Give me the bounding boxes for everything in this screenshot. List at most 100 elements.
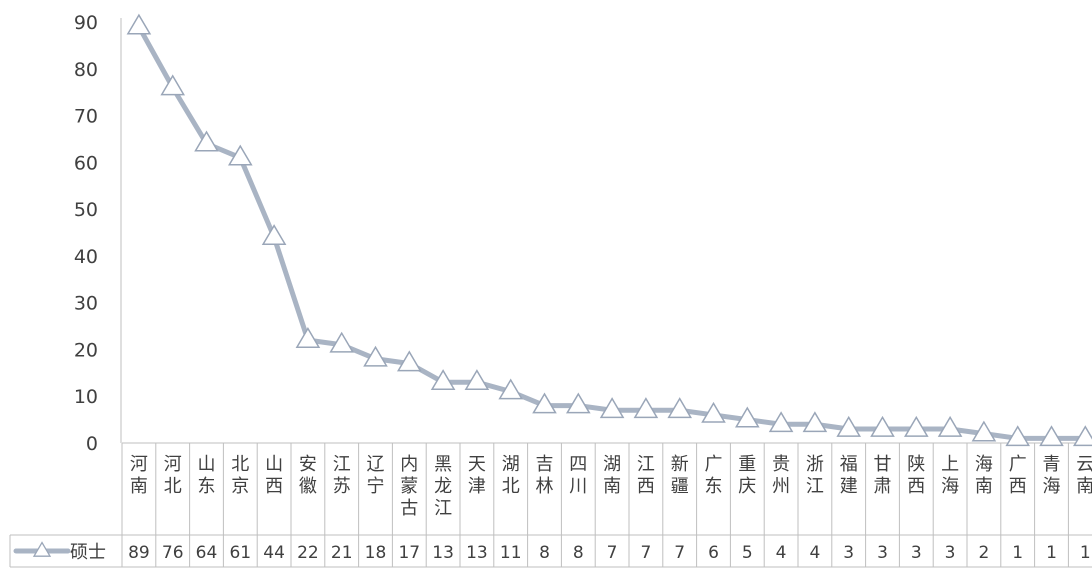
category-label: 广西 — [1009, 454, 1027, 497]
data-value-label: 3 — [911, 543, 922, 563]
data-point-marker — [464, 369, 490, 391]
y-tick-label: 30 — [74, 293, 98, 315]
data-point-marker — [160, 74, 186, 96]
legend-label: 硕士 — [70, 542, 106, 563]
data-value-label: 5 — [742, 543, 753, 563]
y-tick-label: 20 — [74, 339, 98, 361]
category-labels: 河南河北山东北京山西安徽江苏辽宁内蒙古黑龙江天津湖北吉林四川湖南江西新疆广东重庆… — [130, 454, 1092, 519]
category-label: 吉林 — [536, 454, 554, 497]
category-label: 天津 — [468, 454, 486, 497]
data-point-marker — [768, 411, 794, 433]
category-label: 黑龙江 — [434, 454, 452, 519]
data-point-marker — [701, 401, 726, 423]
category-label: 海南 — [975, 454, 993, 497]
data-point-marker — [363, 345, 388, 367]
category-label: 陕西 — [907, 454, 925, 497]
category-label: 云南 — [1076, 454, 1092, 497]
data-value-label: 3 — [945, 543, 956, 563]
data-point-marker — [802, 411, 828, 433]
data-value-label: 18 — [365, 543, 387, 563]
data-point-marker — [937, 415, 963, 437]
data-point-marker — [971, 420, 997, 442]
data-value-label: 8 — [539, 543, 550, 563]
category-label: 河北 — [164, 454, 182, 497]
data-point-marker — [261, 224, 287, 246]
data-point-marker — [126, 13, 152, 35]
data-point-marker — [194, 130, 219, 152]
category-label: 贵州 — [772, 454, 790, 497]
data-value-label: 3 — [843, 543, 854, 563]
data-value-label: 6 — [708, 543, 719, 563]
data-value-label: 76 — [162, 543, 184, 563]
data-value-label: 17 — [398, 543, 420, 563]
data-point-marker — [1072, 425, 1092, 447]
y-axis-ticks: 0 10 20 30 40 50 60 70 80 90 — [74, 12, 98, 455]
y-tick-label: 0 — [86, 433, 98, 455]
category-label: 四川 — [569, 454, 587, 497]
data-point-marker — [667, 397, 693, 419]
data-value-label: 22 — [297, 543, 319, 563]
data-value-label: 1 — [1046, 543, 1057, 563]
data-point-marker — [734, 406, 760, 428]
category-label: 广东 — [705, 454, 723, 497]
data-point-marker — [870, 415, 895, 437]
category-label: 湖南 — [603, 454, 621, 497]
data-value-label: 7 — [640, 543, 651, 563]
category-label: 浙江 — [806, 454, 824, 497]
category-label: 甘肃 — [874, 454, 892, 497]
category-label: 江西 — [637, 454, 655, 497]
series-markers — [126, 13, 1092, 447]
category-label: 湖北 — [502, 454, 520, 497]
category-label: 福建 — [840, 454, 858, 497]
data-value-label: 89 — [128, 543, 150, 563]
data-table-values: 89 76 64 61 44 22 21 18 17 13 13 11 8 8 7 7 7 6 5 4 4 3 3 3 3 2 1 1… — [128, 543, 1091, 563]
data-point-marker — [396, 350, 422, 372]
y-tick-label: 40 — [74, 246, 98, 268]
data-value-label: 13 — [432, 543, 454, 563]
y-tick-label: 80 — [74, 59, 98, 81]
data-point-marker — [430, 369, 456, 391]
category-label: 江苏 — [333, 454, 351, 497]
category-label: 山西 — [265, 454, 283, 497]
data-value-label: 1 — [1012, 543, 1023, 563]
data-value-label: 61 — [229, 543, 251, 563]
y-tick-label: 10 — [74, 386, 98, 408]
data-value-label: 4 — [776, 543, 787, 563]
category-label: 河南 — [130, 454, 148, 497]
data-point-marker — [599, 397, 625, 419]
data-point-marker — [329, 331, 355, 353]
data-value-label: 3 — [877, 543, 888, 563]
data-value-label: 4 — [809, 543, 820, 563]
data-point-marker — [1039, 425, 1064, 447]
data-point-marker — [633, 397, 659, 419]
category-label: 辽宁 — [367, 454, 385, 497]
category-label: 重庆 — [738, 454, 756, 497]
y-tick-label: 90 — [74, 12, 98, 34]
data-value-label: 8 — [573, 543, 584, 563]
data-point-marker — [227, 144, 253, 166]
data-point-marker — [532, 392, 557, 414]
data-point-marker — [498, 378, 524, 400]
data-point-marker — [836, 415, 862, 437]
category-label: 安徽 — [299, 454, 317, 497]
data-value-label: 7 — [607, 543, 618, 563]
category-label: 青海 — [1043, 454, 1061, 497]
category-label: 新疆 — [671, 454, 689, 497]
data-value-label: 13 — [466, 543, 488, 563]
data-point-marker — [903, 415, 929, 437]
y-tick-label: 60 — [74, 152, 98, 174]
category-label: 内蒙古 — [400, 454, 418, 519]
series-line — [136, 24, 1088, 441]
data-point-marker — [295, 327, 321, 348]
data-point-marker — [1005, 425, 1031, 447]
data-value-label: 1 — [1080, 543, 1091, 563]
data-value-label: 2 — [978, 543, 989, 563]
y-tick-label: 50 — [74, 199, 98, 221]
data-value-label: 21 — [331, 543, 353, 563]
y-tick-label: 70 — [74, 106, 98, 128]
data-table-grid — [9, 442, 1092, 568]
category-label: 北京 — [231, 454, 249, 497]
series-line-layer — [136, 24, 1088, 441]
data-value-label: 64 — [196, 543, 218, 563]
